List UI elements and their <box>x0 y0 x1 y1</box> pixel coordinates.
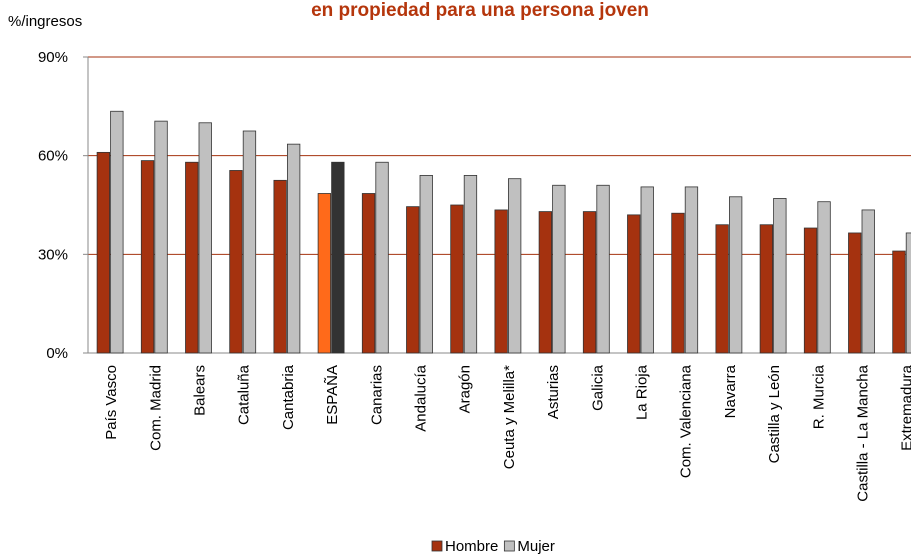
x-tick-label: Castilla - La Mancha <box>855 364 872 501</box>
legend-label: Hombre <box>445 538 498 555</box>
x-tick-label: Aragón <box>457 365 474 413</box>
bar <box>154 120 168 354</box>
legend-swatch <box>431 540 443 552</box>
x-tick-label: Andalucía <box>413 364 430 431</box>
bar <box>905 232 911 354</box>
bar <box>419 174 433 354</box>
x-tick-label: Com. Madrid <box>147 365 164 451</box>
y-tick-label: 0% <box>46 345 68 362</box>
x-tick-label: Extremadura <box>899 364 911 451</box>
bar <box>406 206 420 354</box>
legend-label: Mujer <box>517 538 555 555</box>
bar <box>552 184 566 354</box>
x-tick-label: La Rioja <box>634 364 651 420</box>
x-tick-label: Galicia <box>589 364 606 411</box>
bar <box>715 224 729 354</box>
bar <box>361 193 376 354</box>
bar <box>861 209 875 354</box>
legend-swatch <box>503 540 515 552</box>
y-tick-label: 60% <box>38 148 68 165</box>
bar <box>317 193 332 354</box>
bar <box>273 179 287 354</box>
bar <box>242 130 257 354</box>
x-tick-label: Cantabria <box>280 364 297 430</box>
y-tick-label: 30% <box>38 246 68 263</box>
bar <box>494 209 508 354</box>
y-axis-label: %/ingresos <box>8 13 82 30</box>
x-tick-label: Ceuta y Melilla* <box>501 365 518 469</box>
bar <box>110 110 124 354</box>
bar <box>229 170 243 354</box>
bar <box>463 174 478 354</box>
bar <box>729 196 743 354</box>
x-tick-label: Balears <box>192 365 209 416</box>
bar <box>286 143 301 354</box>
bar <box>582 211 597 354</box>
x-tick-label: ESPAÑA <box>324 365 341 425</box>
bar <box>892 250 906 354</box>
bar <box>817 201 831 354</box>
bar <box>671 212 685 354</box>
x-tick-label: R. Murcia <box>810 364 827 429</box>
x-tick-label: Cataluña <box>236 364 253 425</box>
bar <box>596 184 610 354</box>
bar <box>185 161 199 354</box>
bar <box>96 151 110 354</box>
bar <box>773 198 787 354</box>
bar <box>803 227 818 354</box>
x-tick-label: Com. Valenciana <box>678 364 695 478</box>
bar <box>684 186 699 354</box>
bar <box>375 161 389 354</box>
bar <box>140 160 155 354</box>
bar <box>759 224 773 354</box>
bar <box>198 122 212 354</box>
chart-title: en propiedad para una persona joven <box>311 0 649 21</box>
x-tick-label: País Vasco <box>103 365 120 440</box>
x-tick-label: Navarra <box>722 364 739 418</box>
x-tick-label: Canarias <box>368 365 385 425</box>
bar <box>640 186 654 354</box>
bar <box>848 232 862 354</box>
x-tick-label: Asturias <box>545 365 562 419</box>
bar <box>627 214 641 354</box>
bar <box>331 161 345 354</box>
bar <box>507 178 522 354</box>
x-tick-label: Castilla y León <box>766 365 783 463</box>
y-tick-label: 90% <box>38 49 68 66</box>
bar <box>538 211 552 354</box>
bar <box>450 204 464 354</box>
